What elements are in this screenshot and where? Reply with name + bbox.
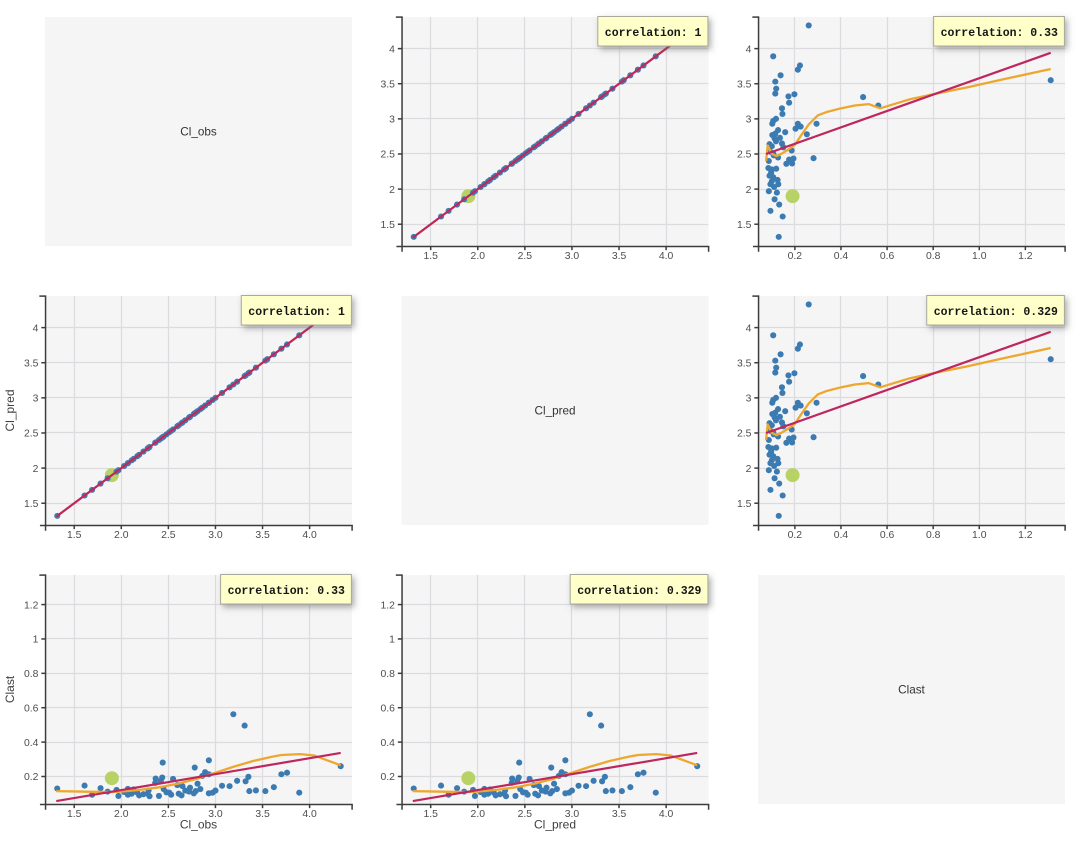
svg-text:0.6: 0.6 bbox=[24, 703, 39, 714]
svg-text:3.0: 3.0 bbox=[565, 251, 580, 262]
svg-text:1.0: 1.0 bbox=[972, 530, 987, 541]
svg-text:4: 4 bbox=[33, 323, 39, 334]
svg-text:4.0: 4.0 bbox=[302, 530, 317, 541]
svg-text:2.5: 2.5 bbox=[161, 530, 176, 541]
svg-text:correlation: 1: correlation: 1 bbox=[248, 306, 345, 319]
svg-text:3: 3 bbox=[746, 394, 752, 405]
svg-text:0.6: 0.6 bbox=[880, 251, 895, 262]
svg-text:1.2: 1.2 bbox=[1018, 251, 1033, 262]
svg-text:2.5: 2.5 bbox=[518, 251, 533, 262]
svg-text:3: 3 bbox=[746, 115, 752, 126]
svg-text:4.0: 4.0 bbox=[659, 809, 674, 820]
svg-text:2: 2 bbox=[33, 464, 39, 475]
svg-text:correlation: 0.329: correlation: 0.329 bbox=[934, 306, 1058, 319]
svg-text:Cl_pred: Cl_pred bbox=[535, 405, 576, 418]
svg-text:0.4: 0.4 bbox=[834, 530, 849, 541]
svg-text:1.5: 1.5 bbox=[24, 499, 39, 510]
svg-text:3.0: 3.0 bbox=[565, 809, 580, 820]
svg-text:0.6: 0.6 bbox=[380, 703, 395, 714]
svg-text:2.0: 2.0 bbox=[114, 530, 129, 541]
svg-text:correlation: 0.33: correlation: 0.33 bbox=[941, 27, 1058, 40]
svg-text:2.5: 2.5 bbox=[380, 150, 395, 161]
svg-text:3.5: 3.5 bbox=[380, 79, 395, 90]
svg-text:1.2: 1.2 bbox=[24, 600, 39, 611]
svg-text:0.8: 0.8 bbox=[380, 669, 395, 680]
svg-text:1.5: 1.5 bbox=[67, 809, 82, 820]
svg-text:2: 2 bbox=[746, 464, 752, 475]
svg-text:3.5: 3.5 bbox=[255, 809, 270, 820]
svg-text:2.5: 2.5 bbox=[161, 809, 176, 820]
svg-text:3.0: 3.0 bbox=[208, 809, 223, 820]
svg-text:3.5: 3.5 bbox=[612, 251, 627, 262]
svg-text:1.5: 1.5 bbox=[737, 220, 752, 231]
svg-text:1.2: 1.2 bbox=[380, 600, 395, 611]
svg-text:0.2: 0.2 bbox=[380, 772, 395, 783]
svg-text:2: 2 bbox=[746, 185, 752, 196]
svg-text:3.5: 3.5 bbox=[255, 530, 270, 541]
svg-text:1.5: 1.5 bbox=[423, 251, 438, 262]
svg-text:2.5: 2.5 bbox=[737, 429, 752, 440]
svg-text:correlation: 0.33: correlation: 0.33 bbox=[228, 585, 345, 598]
svg-text:3.5: 3.5 bbox=[737, 79, 752, 90]
svg-text:3.0: 3.0 bbox=[208, 530, 223, 541]
svg-text:0.2: 0.2 bbox=[788, 251, 803, 262]
svg-text:4: 4 bbox=[746, 323, 752, 334]
svg-text:4.0: 4.0 bbox=[302, 809, 317, 820]
svg-text:0.2: 0.2 bbox=[24, 772, 39, 783]
svg-text:correlation: 1: correlation: 1 bbox=[605, 27, 702, 40]
svg-text:1.5: 1.5 bbox=[423, 809, 438, 820]
svg-text:0.8: 0.8 bbox=[926, 530, 941, 541]
svg-text:1.5: 1.5 bbox=[380, 220, 395, 231]
svg-text:3: 3 bbox=[33, 394, 39, 405]
svg-text:0.2: 0.2 bbox=[788, 530, 803, 541]
svg-text:1: 1 bbox=[33, 635, 39, 646]
svg-text:0.6: 0.6 bbox=[880, 530, 895, 541]
svg-text:2.0: 2.0 bbox=[471, 809, 486, 820]
svg-text:0.8: 0.8 bbox=[24, 669, 39, 680]
svg-text:2.5: 2.5 bbox=[737, 150, 752, 161]
svg-text:0.8: 0.8 bbox=[926, 251, 941, 262]
svg-text:Cl_obs: Cl_obs bbox=[180, 126, 217, 139]
svg-text:2.0: 2.0 bbox=[471, 251, 486, 262]
svg-text:2.5: 2.5 bbox=[518, 809, 533, 820]
svg-text:0.4: 0.4 bbox=[834, 251, 849, 262]
svg-text:2.5: 2.5 bbox=[24, 429, 39, 440]
svg-text:Cl_pred: Cl_pred bbox=[3, 389, 17, 431]
svg-text:1.5: 1.5 bbox=[737, 499, 752, 510]
svg-text:3: 3 bbox=[389, 115, 395, 126]
svg-text:3.5: 3.5 bbox=[612, 809, 627, 820]
svg-text:1: 1 bbox=[389, 635, 395, 646]
svg-text:4: 4 bbox=[389, 44, 395, 55]
svg-text:2: 2 bbox=[389, 185, 395, 196]
svg-text:correlation: 0.329: correlation: 0.329 bbox=[577, 585, 701, 598]
svg-text:Clast: Clast bbox=[898, 684, 925, 697]
svg-text:Cl_pred: Cl_pred bbox=[534, 818, 576, 832]
svg-text:4: 4 bbox=[746, 44, 752, 55]
svg-text:Cl_obs: Cl_obs bbox=[180, 818, 217, 832]
svg-text:2.0: 2.0 bbox=[114, 809, 129, 820]
svg-text:1.2: 1.2 bbox=[1018, 530, 1033, 541]
svg-text:3.5: 3.5 bbox=[737, 358, 752, 369]
svg-text:0.4: 0.4 bbox=[24, 738, 39, 749]
svg-text:1.0: 1.0 bbox=[972, 251, 987, 262]
svg-text:0.4: 0.4 bbox=[380, 738, 395, 749]
svg-text:Clast: Clast bbox=[3, 675, 17, 703]
svg-text:4.0: 4.0 bbox=[659, 251, 674, 262]
svg-text:1.5: 1.5 bbox=[67, 530, 82, 541]
svg-text:3.5: 3.5 bbox=[24, 358, 39, 369]
